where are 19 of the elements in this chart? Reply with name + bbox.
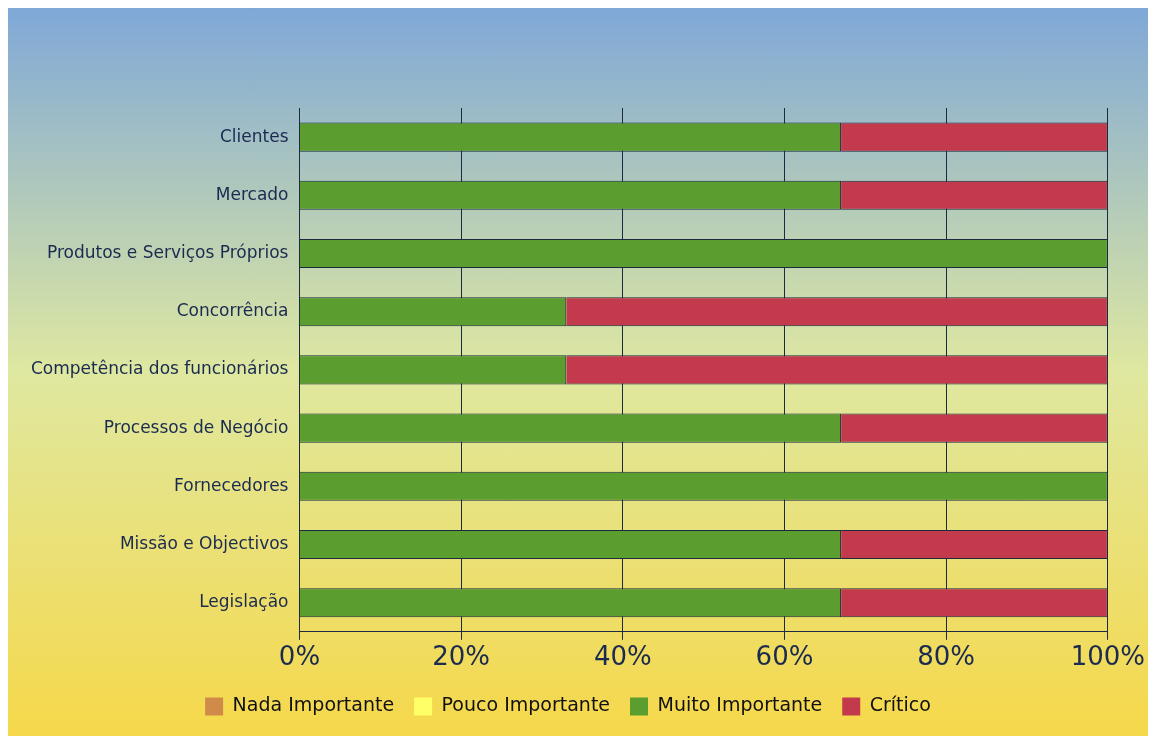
y-tick-label: Produtos e Serviços Próprios	[46, 241, 289, 262]
legend-label: Muito Importante	[657, 693, 823, 716]
y-tick-label: Clientes	[219, 125, 289, 146]
y-tick-label: Legislação	[199, 591, 289, 612]
legend-label: Pouco Importante	[441, 693, 611, 716]
x-tick-label: 80%	[917, 641, 976, 672]
x-tick-label: 60%	[755, 641, 814, 672]
x-tick-label: 20%	[432, 641, 491, 672]
x-tick-label: 0%	[278, 641, 321, 672]
x-tick-label: 100%	[1070, 641, 1146, 672]
y-tick-label: Fornecedores	[174, 474, 289, 495]
y-tick-label: Competência dos funcionários	[30, 358, 289, 379]
y-tick-label: Concorrência	[176, 300, 289, 321]
legend-label: Nada Importante	[232, 693, 395, 716]
y-tick-label: Processos de Negócio	[103, 416, 289, 437]
x-tick-label: 40%	[593, 641, 652, 672]
legend-label: Crítico	[869, 693, 931, 716]
y-tick-label: Mercado	[215, 183, 289, 204]
y-tick-label: Missão e Objectivos	[119, 532, 289, 553]
